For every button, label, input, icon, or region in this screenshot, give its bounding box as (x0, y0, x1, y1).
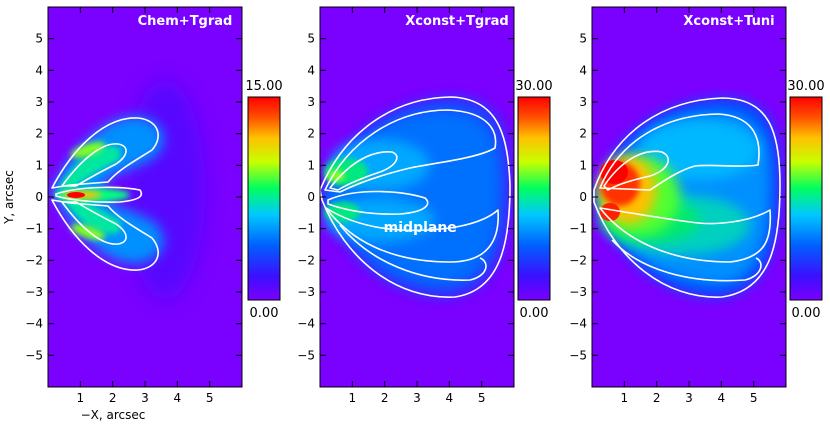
colorbar-min-label: 0.00 (250, 306, 279, 321)
y-tick-label: −2 (25, 253, 43, 267)
heatmap-field (320, 96, 511, 298)
colorbar-min-label: 0.00 (792, 306, 821, 321)
y-tick-label: −1 (569, 222, 587, 236)
x-tick-label: 3 (413, 391, 421, 405)
y-tick-label: 3 (307, 95, 315, 109)
panel-xconst-tgrad (319, 6, 515, 388)
y-axis-label: Y, arcsec (2, 170, 16, 225)
y-tick-label: 4 (579, 63, 587, 77)
contour-midplane-core (327, 190, 429, 215)
y-tick-label: −4 (569, 317, 587, 331)
panel-0-axes: Chem+Tgrad 1 2 3 4 5 −5 −4 −3 −2 −1 0 1 2 3 4 5 −X, arcse… (2, 7, 283, 422)
y-tick-label: 5 (307, 32, 315, 46)
colorbar-min-label: 0.00 (520, 306, 549, 321)
y-tick-label: −5 (25, 348, 43, 362)
y-tick-label: 4 (307, 63, 315, 77)
contour-outer (593, 97, 781, 298)
x-tick-label: 2 (381, 391, 389, 405)
midplane-annotation: midplane (384, 220, 457, 236)
x-tick-label: 4 (174, 391, 182, 405)
contour-outer (320, 96, 511, 298)
contour-lower-lobe (51, 199, 159, 271)
y-tick-label: 3 (35, 95, 43, 109)
y-tick-label: −2 (569, 253, 587, 267)
y-tick-label: −3 (25, 285, 43, 299)
y-tick-label: 1 (35, 158, 43, 172)
contour-upper-inner (603, 150, 670, 191)
x-tick-label: 1 (621, 391, 629, 405)
x-axis-label: −X, arcsec (81, 408, 146, 422)
panel-title: Chem+Tgrad (138, 14, 233, 29)
contour-upper-band (324, 109, 497, 193)
colorbar (789, 96, 823, 301)
y-tick-label: 0 (35, 190, 43, 204)
y-tick-label: 5 (35, 32, 43, 46)
colorbar-max-label: 30.00 (787, 79, 824, 94)
panel-2-axes: Xconst+Tuni 1 2 3 4 5 −5 −4 −3 −2 −1 0 1 2 3 4 5 30.00 0.0… (569, 7, 825, 405)
y-tick-label: −1 (297, 222, 315, 236)
panel-title: Xconst+Tuni (683, 14, 774, 29)
contour-upper-lobe (51, 117, 159, 189)
y-tick-label: −1 (25, 222, 43, 236)
x-tick-label: 5 (750, 391, 758, 405)
y-tick-label: −5 (297, 348, 315, 362)
panel-chem-tgrad (47, 6, 243, 388)
y-tick-label: −4 (25, 317, 43, 331)
contour-lower-band (325, 207, 499, 263)
heatmap-field (51, 80, 205, 300)
contour-upper-inner (329, 151, 398, 191)
y-tick-label: 3 (579, 95, 587, 109)
panel-1-axes: Xconst+Tgrad 1 2 3 4 5 −5 −4 −3 −2 −1 0 1 2 3 4 5 midplan… (297, 7, 553, 405)
y-tick-label: −5 (569, 348, 587, 362)
x-tick-label: 4 (446, 391, 454, 405)
y-tick-label: 2 (307, 127, 315, 141)
y-tick-label: −3 (297, 285, 315, 299)
colorbar-max-label: 30.00 (515, 79, 552, 94)
y-tick-label: 5 (579, 32, 587, 46)
x-tick-label: 5 (478, 391, 486, 405)
x-tick-label: 5 (206, 391, 214, 405)
heatmap-field (593, 97, 781, 298)
x-tick-label: 2 (653, 391, 661, 405)
panel-title: Xconst+Tgrad (405, 14, 508, 29)
contour-upper-inner (61, 143, 127, 187)
contour-lower-outer (339, 224, 487, 281)
x-tick-label: 1 (77, 391, 85, 405)
x-tick-label: 2 (109, 391, 117, 405)
y-tick-label: 0 (579, 190, 587, 204)
y-tick-label: −4 (297, 317, 315, 331)
y-tick-label: 2 (35, 127, 43, 141)
y-tick-label: −2 (297, 253, 315, 267)
y-tick-label: 1 (579, 158, 587, 172)
y-tick-label: 2 (579, 127, 587, 141)
x-tick-label: 3 (141, 391, 149, 405)
panel-xconst-tuni (591, 6, 787, 388)
contour-midplane (55, 186, 143, 203)
colorbar-max-label: 15.00 (245, 79, 282, 94)
y-tick-label: 4 (35, 63, 43, 77)
colorbar (517, 96, 551, 301)
y-tick-label: 1 (307, 158, 315, 172)
contour-upper-band (599, 113, 760, 191)
x-tick-label: 4 (718, 391, 726, 405)
contour-lower-outer (611, 239, 762, 282)
y-tick-label: −3 (569, 285, 587, 299)
y-tick-label: 0 (307, 190, 315, 204)
x-tick-label: 3 (685, 391, 693, 405)
contour-lower-inner (61, 201, 127, 245)
colorbar (247, 96, 281, 301)
x-tick-label: 1 (349, 391, 357, 405)
contour-lower-band (599, 207, 772, 263)
